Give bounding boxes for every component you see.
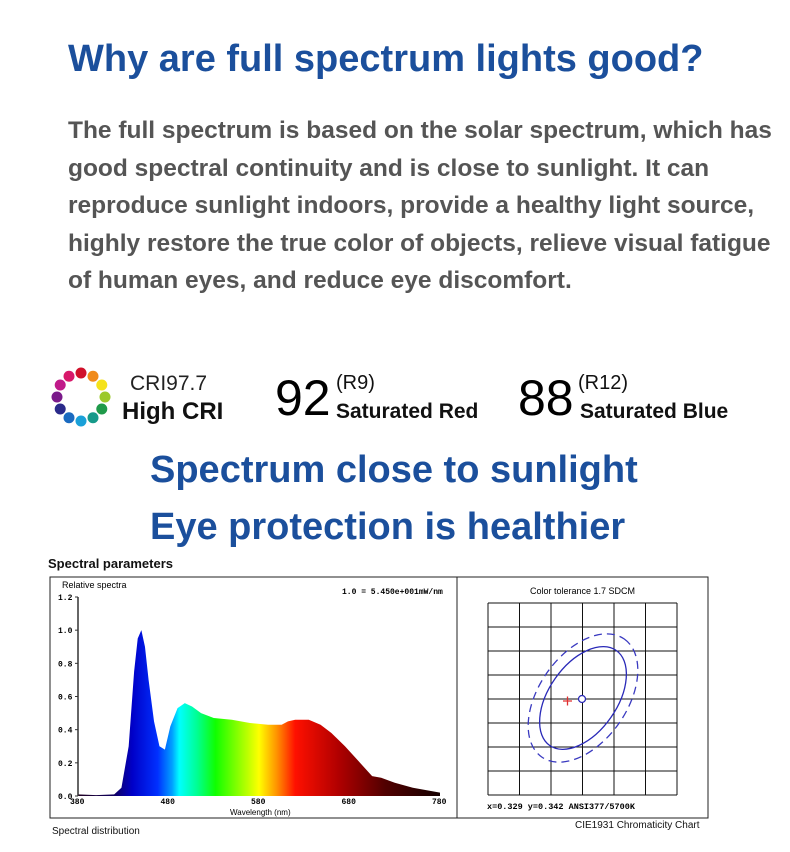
color-dot: [54, 379, 66, 391]
color-dot: [96, 379, 108, 391]
color-dot: [87, 370, 99, 382]
spectral-caption: Spectral distribution: [52, 826, 140, 837]
scale-note: 1.0 = 5.450e+001mW/nm: [342, 588, 443, 597]
cri-value: CRI97.7: [130, 372, 208, 395]
spectral-section-title: Spectral parameters: [48, 556, 174, 571]
chromaticity-grid: [487, 602, 678, 796]
tolerance-ellipse-outer: [527, 633, 639, 763]
x-tick-label: 380: [70, 798, 85, 807]
x-tick-label: 480: [161, 798, 176, 807]
y-tick-label: 0.4: [58, 727, 73, 736]
r12-label: Saturated Blue: [580, 400, 729, 423]
y-tick-label: 0.0: [58, 793, 73, 802]
r9-label: Saturated Red: [336, 400, 479, 423]
y-tick-label: 1.0: [58, 627, 73, 636]
color-dot: [51, 391, 63, 403]
color-wheel-icon: [51, 367, 111, 427]
page-title: Why are full spectrum lights good?: [68, 38, 704, 80]
headline-1: Spectrum close to sunlight: [150, 449, 638, 491]
r9-code: (R9): [336, 372, 375, 394]
y-tick-label: 0.6: [58, 694, 73, 703]
y-tick-label: 0.2: [58, 760, 73, 769]
y-tick-label: 0.8: [58, 660, 73, 669]
r12-value: 88: [518, 370, 574, 426]
chromaticity-title: Color tolerance 1.7 SDCM: [530, 586, 635, 596]
tolerance-ellipse: [538, 645, 628, 751]
x-tick-label: 680: [342, 798, 357, 807]
color-dot: [99, 391, 111, 403]
chromaticity-caption: CIE1931 Chromaticity Chart: [575, 820, 700, 831]
x-tick-label: 780: [432, 798, 447, 807]
color-dot: [75, 415, 87, 427]
target-point-marker: [563, 696, 572, 706]
y-axis-label: Relative spectra: [62, 580, 127, 590]
measured-point: [577, 694, 587, 704]
x-tick-label: 580: [251, 798, 266, 807]
y-tick-label: 1.2: [58, 594, 73, 603]
r9-value: 92: [275, 370, 331, 426]
headline-2: Eye protection is healthier: [150, 506, 626, 548]
color-dot: [75, 367, 87, 379]
color-dot: [87, 412, 99, 424]
color-dot: [54, 403, 66, 415]
color-dot: [96, 403, 108, 415]
cri-label: High CRI: [122, 398, 224, 425]
spectrum-area: [78, 630, 440, 796]
x-axis-label: Wavelength (nm): [230, 808, 291, 817]
r12-code: (R12): [578, 372, 629, 394]
chromaticity-frame: [456, 576, 709, 819]
color-dot: [63, 370, 75, 382]
chromaticity-readout: x=0.329 y=0.342 ANSI377/5700K: [487, 802, 636, 812]
intro-paragraph: The full spectrum is based on the solar …: [68, 117, 772, 295]
color-dot: [63, 412, 75, 424]
